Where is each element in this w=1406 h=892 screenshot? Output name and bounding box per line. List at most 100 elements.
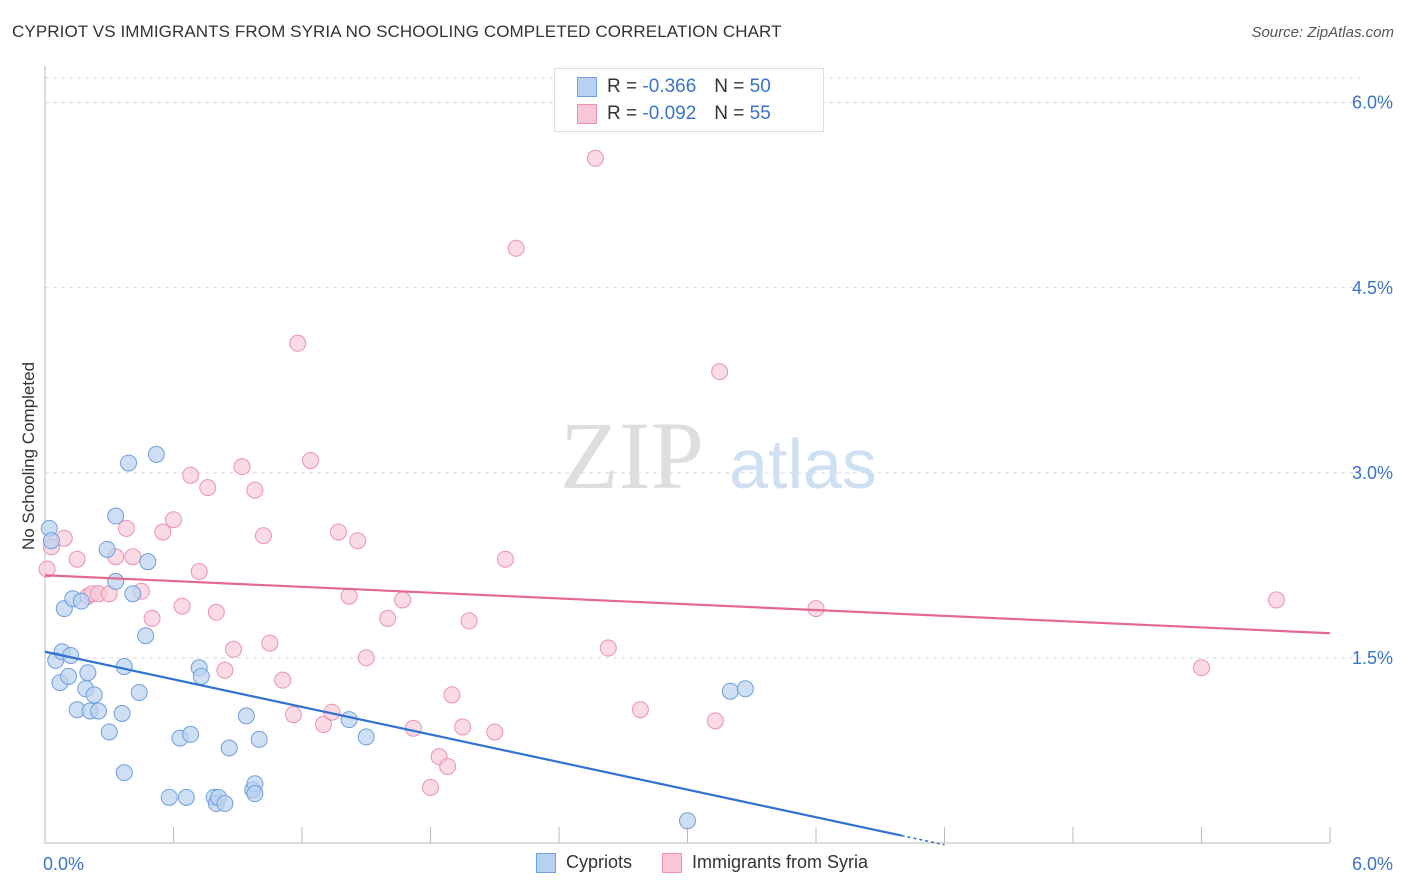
cypriots-point [340,711,358,729]
syria-point [1193,659,1210,677]
gridlines [45,77,1365,659]
syria-point [254,527,272,545]
cypriots-point [137,627,155,645]
syria-point [631,701,649,719]
cypriots-trend-line [44,650,902,837]
syria-swatch [662,852,683,873]
syria-point [190,563,208,581]
cypriots-point [139,553,157,571]
cypriots-point [130,683,148,701]
syria-point [454,718,472,736]
syria-point [496,550,514,568]
syria-point [224,640,242,658]
cypriots-point [147,445,165,463]
cypriots-point [736,680,754,698]
syria-point [439,758,457,775]
syria-point [314,716,332,734]
syria-point [68,550,86,568]
r-value: -0.366 [642,76,697,97]
syria-trend-line [44,574,1331,635]
cypriots-point [85,686,103,704]
cypriots-swatch [577,77,597,97]
syria-point [274,671,292,689]
cypriots-point [72,592,90,610]
cypriots-trend-extension [901,834,945,846]
syria-point [216,661,234,679]
cypriots-point [42,532,60,550]
y-tick-label: 3.0% [1352,463,1393,483]
cypriots-point [220,739,238,757]
n-value: 55 [749,103,771,124]
syria-point [711,363,729,381]
trend-lines [44,574,1331,846]
y-tick-label: 6.0% [1352,93,1393,113]
r-label: R = [607,76,638,97]
syria-point [233,458,251,476]
syria-point [154,523,172,541]
syria-point [124,548,142,566]
syria-point [507,239,525,257]
cypriots-swatch [536,852,556,873]
legend-label-syria: Immigrants from Syria [692,852,869,872]
source-label: Source: ZipAtlas.com [1251,24,1394,41]
syria-point [261,634,279,652]
axes [44,66,1331,844]
cypriots-point [98,540,116,558]
syria-point [165,511,182,529]
syria-point [182,466,200,484]
r-label: R = [607,103,638,124]
syria-point [807,600,825,618]
syria-point [394,591,412,609]
cypriots-point [182,725,200,743]
syria-point [422,778,439,796]
watermark-zip: ZIP [560,402,704,509]
cypriots-point [246,785,264,803]
syria-point [340,587,358,605]
cypriots-point [160,788,178,806]
cypriots-point [357,728,375,746]
cypriots-point [177,788,195,806]
syria-point [460,612,478,630]
syria-point [38,560,56,578]
n-label: N = [714,76,745,97]
syria-point [207,603,225,621]
syria-point [143,609,161,627]
syria-point [357,649,375,667]
legend-item-syria[interactable]: Immigrants from Syria [662,852,868,873]
cypriots-point [250,730,268,748]
series-cypriots-points [40,445,754,830]
syria-point [329,523,347,541]
syria-swatch [577,104,597,124]
r-value: -0.092 [642,103,697,124]
syria-point [284,706,302,724]
legend-item-cypriots[interactable]: Cypriots [536,852,632,873]
cypriots-point [115,764,133,782]
cypriots-point [90,702,108,720]
cypriots-point [60,667,78,685]
syria-point [289,334,307,352]
syria-point [379,609,397,627]
syria-point [349,532,367,550]
watermark-atlas: atlas [729,425,877,503]
cypriots-point [237,707,255,725]
syria-point [706,712,724,730]
syria-point [586,149,604,167]
cypriots-point [113,704,131,722]
cypriots-point [100,723,118,741]
x-tick-label: 0.0% [43,854,84,874]
syria-point [302,452,320,469]
cypriots-point [107,507,125,525]
series-syria-points [38,149,1285,796]
syria-point [173,597,191,615]
n-label: N = [714,103,745,124]
stats-row-cypriots: R = -0.366 N = 50 [577,75,771,99]
watermark: ZIP atlas [560,402,877,509]
y-axis-title: No Schooling Completed [19,362,38,550]
y-tick-label: 1.5% [1352,648,1393,668]
y-tick-label: 4.5% [1352,278,1393,298]
legend-label-cypriots: Cypriots [566,852,633,872]
cypriots-point [192,667,210,685]
syria-point [199,479,217,497]
cypriots-point [79,664,97,682]
